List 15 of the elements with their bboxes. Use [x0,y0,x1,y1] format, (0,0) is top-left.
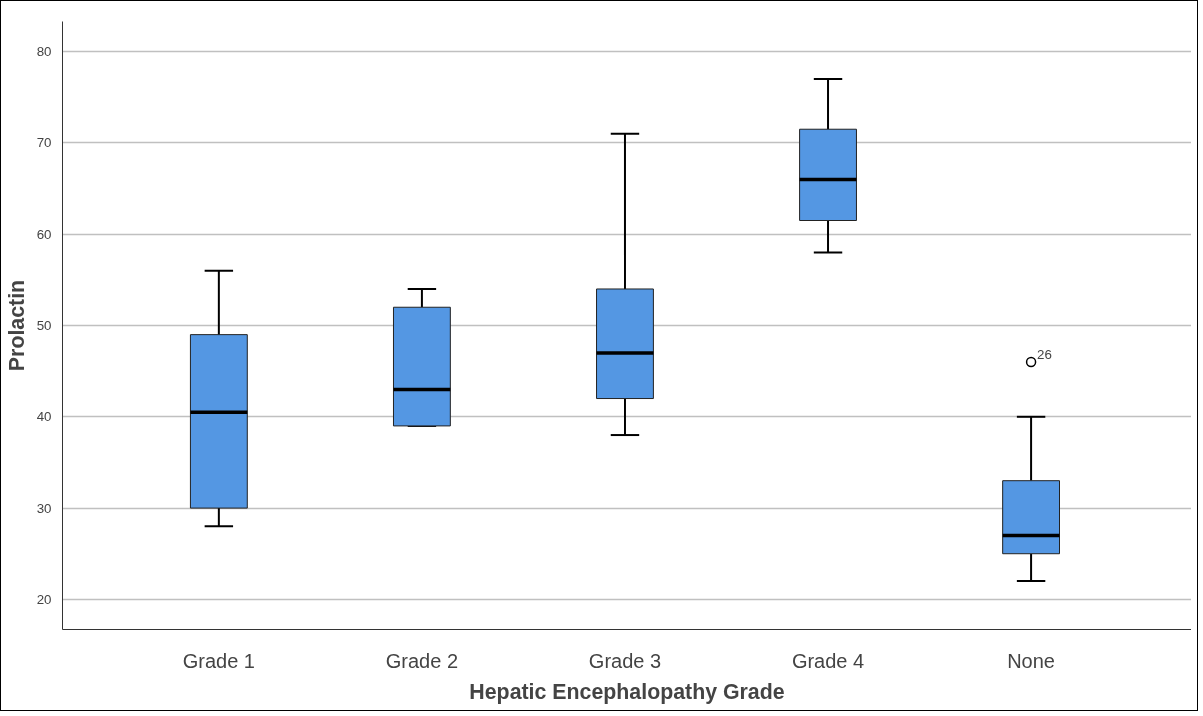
x-tick-label: Grade 4 [791,649,865,672]
y-tick-label: 80 [36,44,52,60]
annotation: 26 [1037,347,1052,363]
y-axis-title: Prolactin [4,279,29,372]
x-axis-title: Hepatic Encephalopathy Grade [469,679,785,704]
y-tick-label: 50 [36,318,52,333]
y-tick-label: 20 [36,591,52,607]
x-tick-label: Grade 2 [385,649,459,672]
y-tick-label: 60 [36,226,52,242]
x-tick-label: Grade 1 [182,649,255,672]
y-tick-label: 70 [36,135,52,151]
y-tick-label: 30 [36,500,52,516]
y-tick-label: 40 [36,409,52,425]
x-tick-label: None [1007,649,1055,672]
x-tick-label: Grade 3 [588,649,662,672]
